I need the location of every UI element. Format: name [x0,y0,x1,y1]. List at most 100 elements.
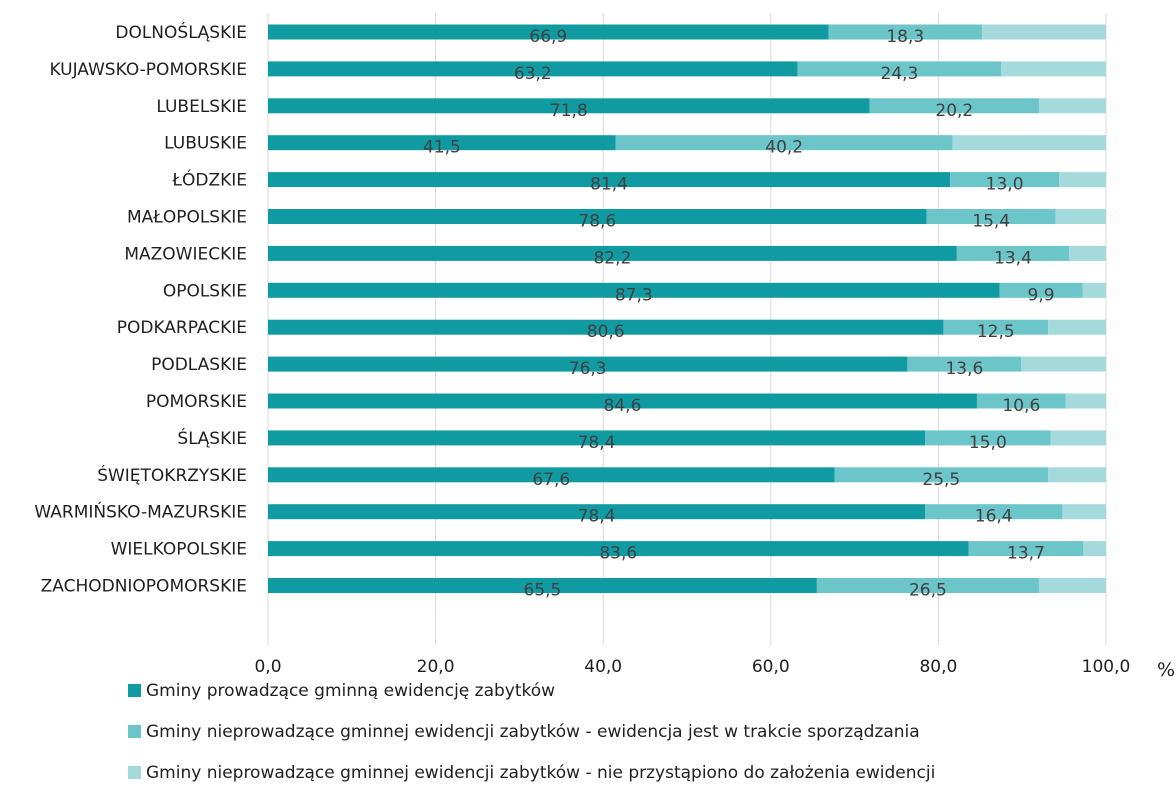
legend-item-series-1: Gminy prowadzące gminną ewidencję zabytk… [128,680,935,701]
data-label: 67,6 [532,470,570,490]
bar-segment [268,172,951,188]
x-tick-label: 20,0 [417,657,455,677]
bar-segment [1059,172,1106,188]
legend-label: Gminy prowadzące gminną ewidencję zabytk… [146,680,556,701]
bar-segment [268,430,925,446]
bar-segment [924,504,1063,520]
category-label: ŚLĄSKIE [177,427,247,449]
data-label: 15,0 [969,433,1007,453]
bar-segment [268,245,957,261]
bar-segment [268,282,1000,298]
legend-swatch [128,684,141,697]
category-label: ŁÓDZKIE [171,169,247,191]
bar-segment [1055,209,1106,224]
bar-segment [907,356,1022,372]
bar-segment [952,135,1106,151]
bar-segment [268,61,798,77]
bar-segment [943,319,1049,335]
x-tick-labels: 0,0 20,0 40,0 60,0 80,0 100,0 [254,657,1130,677]
category-label: LUBUSKIE [164,134,247,154]
data-label: 18,3 [886,27,924,47]
bar-segment [981,24,1106,40]
bars [268,24,1106,593]
bar-segment [926,209,1056,224]
data-label: 20,2 [935,101,973,121]
data-label: 87,3 [615,285,653,305]
data-label: 26,5 [909,581,947,601]
data-label: 15,4 [972,212,1010,232]
bar-segment [268,578,817,593]
bar-segment [1038,578,1106,593]
data-label: 13,7 [1007,544,1045,564]
data-label: 13,6 [945,359,983,379]
data-label: 41,5 [423,138,461,158]
data-label: 40,2 [765,138,803,158]
bar-segment [1083,541,1106,557]
data-label: 24,3 [881,64,919,84]
category-label: WIELKOPOLSKIE [111,540,247,560]
bar-segment [1021,356,1106,372]
data-label: 13,0 [986,175,1024,195]
data-label: 78,4 [578,507,616,527]
data-label: 71,8 [550,101,588,121]
bar-segment [924,430,1051,446]
bar-segment [797,61,1002,77]
data-label: 66,9 [529,27,567,47]
data-label: 76,3 [569,359,607,379]
bar-segment [816,578,1039,593]
category-label: MAŁOPOLSKIE [127,208,247,228]
bar-segment [1062,504,1106,520]
legend-label: Gminy nieprowadzące gminnej ewidencji za… [146,721,920,742]
data-label: 10,6 [1002,396,1040,416]
bar-segment [950,172,1060,188]
category-label: OPOLSKIE [163,281,247,301]
bar-segment [999,282,1083,298]
x-tick-label: 40,0 [584,657,622,677]
data-label: 16,4 [975,507,1013,527]
bar-segment [268,98,870,114]
bar-segment [968,541,1084,557]
data-labels: 66,9 18,3 63,2 24,3 71,8 20,2 41,5 40,2 81,4 13,0… [423,27,1055,601]
category-labels: DOLNOŚLĄSKIE KUJAWSKO-POMORSKIE LUBELSKIE L… [34,21,247,597]
data-label: 63,2 [514,64,552,84]
bar-segment [1048,467,1106,483]
category-label: WARMIŃSKO-MAZURSKIE [34,501,247,523]
category-label: PODKARPACKIE [117,318,247,338]
data-label: 78,6 [578,212,616,232]
category-label: POMORSKIE [146,392,247,412]
bar-segment [1038,98,1106,114]
bar-segment [828,24,982,40]
data-label: 13,4 [994,248,1032,268]
bar-segment [1069,245,1106,261]
legend-swatch [128,725,141,738]
bar-segment [1065,393,1106,409]
legend-item-series-3: Gminy nieprowadzące gminnej ewidencji za… [128,762,935,783]
bar-segment [268,504,925,520]
bar-segment [268,319,944,335]
legend: Gminy prowadzące gminną ewidencję zabytk… [128,680,935,803]
legend-item-series-2: Gminy nieprowadzące gminnej ewidencji za… [128,721,935,742]
bar-segment [268,356,908,372]
x-tick-label: 100,0 [1082,657,1131,677]
bar-segment [268,467,835,483]
category-label: ZACHODNIOPOMORSKIE [41,577,247,597]
category-label: DOLNOŚLĄSKIE [115,21,247,43]
bar-segment [834,467,1049,483]
data-label: 81,4 [590,175,628,195]
bar-segment [956,245,1070,261]
bar-segment [869,98,1039,114]
bar-segment [268,209,927,224]
bar-segment [1001,61,1106,77]
category-label: PODLASKIE [151,355,247,375]
stacked-bar-chart: DOLNOŚLĄSKIE KUJAWSKO-POMORSKIE LUBELSKIE L… [34,13,1175,680]
data-label: 12,5 [977,322,1015,342]
category-label: KUJAWSKO-POMORSKIE [49,60,247,80]
data-label: 83,6 [599,544,637,564]
data-label: 25,5 [922,470,960,490]
legend-label: Gminy nieprowadzące gminnej ewidencji za… [146,762,936,783]
x-tick-label: 60,0 [752,657,790,677]
data-label: 82,2 [593,248,631,268]
bar-segment [1048,319,1106,335]
bar-segment [268,24,829,40]
data-label: 84,6 [604,396,642,416]
